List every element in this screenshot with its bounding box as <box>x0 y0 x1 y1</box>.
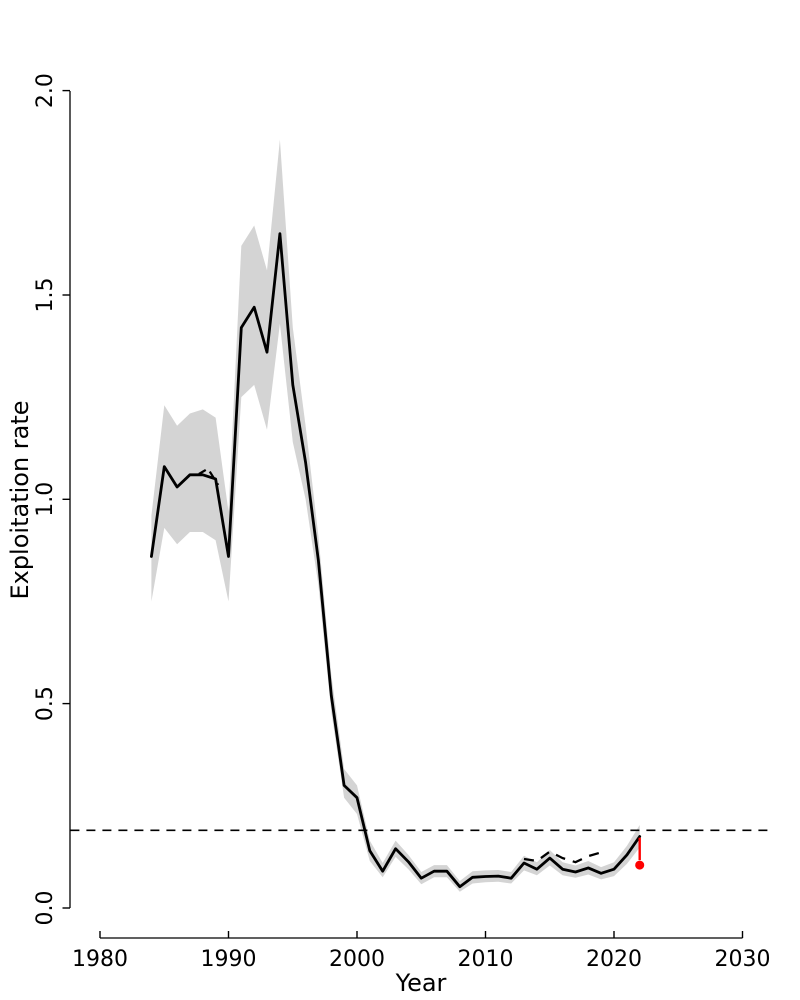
x-ticks-group: 1980 1990 2000 2010 2020 2030 <box>72 931 771 972</box>
axes-layer: 1980 1990 2000 2010 2020 2030 0.0 0.5 1.0 1.5 2.0… <box>6 73 771 997</box>
y-tick-label: 1.5 <box>33 278 58 313</box>
retrospective-dashed-line <box>523 850 602 864</box>
confidence-band <box>151 139 640 892</box>
x-tick-label: 1990 <box>201 947 257 972</box>
y-axis-title: Exploitation rate <box>6 400 34 599</box>
x-tick-label: 1980 <box>72 947 128 972</box>
terminal-year-point <box>635 860 645 870</box>
series-layer <box>149 232 642 889</box>
y-tick-label: 1.0 <box>33 482 58 517</box>
x-tick-label: 2030 <box>715 947 771 972</box>
x-tick-label: 2000 <box>329 947 385 972</box>
y-tick-label: 0.0 <box>33 891 58 926</box>
y-ticks-group: 0.0 0.5 1.0 1.5 2.0 <box>33 73 70 926</box>
y-tick-label: 0.5 <box>33 686 58 721</box>
x-tick-label: 2010 <box>458 947 514 972</box>
confidence-band-layer <box>151 139 640 892</box>
y-tick-label: 2.0 <box>33 73 58 108</box>
x-axis-title: Year <box>395 969 447 997</box>
exploitation-rate-line <box>149 232 642 889</box>
retrospective-dashed-line-1988 <box>198 467 220 486</box>
x-tick-label: 2020 <box>586 947 642 972</box>
terminal-point-layer <box>635 837 645 870</box>
